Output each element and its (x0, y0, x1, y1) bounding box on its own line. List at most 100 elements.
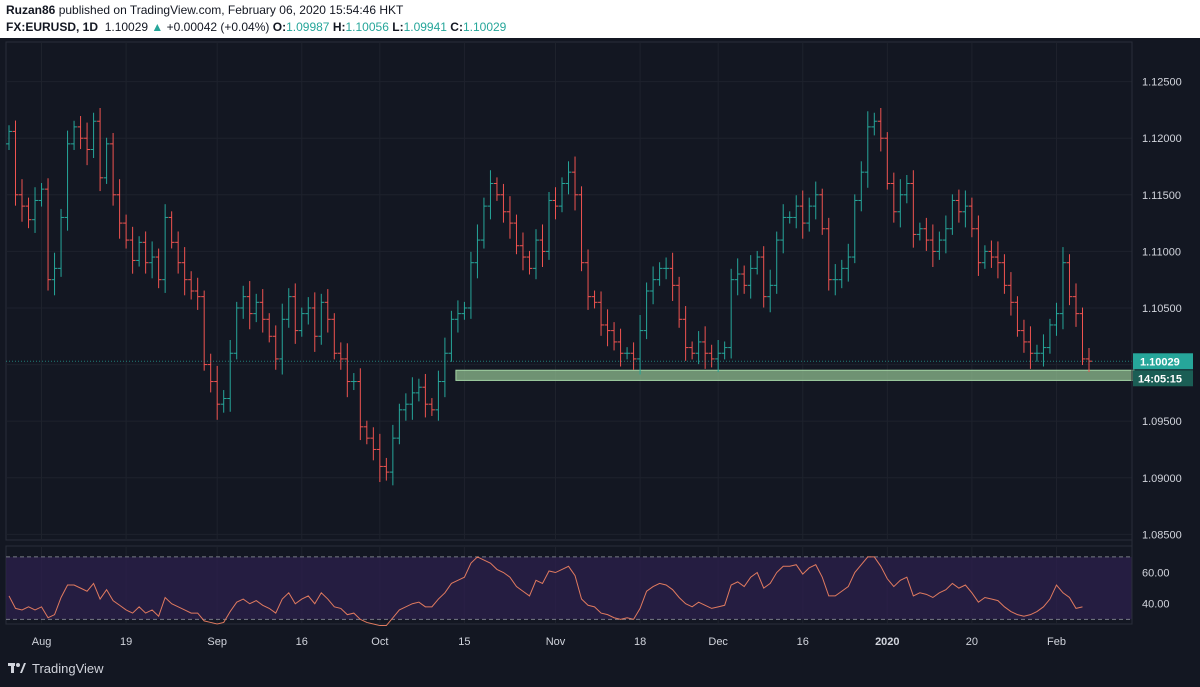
ohlc-bar[interactable] (103, 137, 110, 184)
ohlc-bar[interactable] (851, 194, 858, 264)
ohlc-bar[interactable] (188, 271, 195, 300)
ohlc-bar[interactable] (793, 195, 800, 229)
ohlc-bar[interactable] (454, 300, 461, 333)
ohlc-bar[interactable] (663, 257, 670, 280)
ohlc-bar[interactable] (1027, 326, 1034, 369)
ohlc-bar[interactable] (637, 314, 644, 375)
ohlc-bar[interactable] (838, 259, 845, 289)
tradingview-logo[interactable]: TradingView (8, 660, 104, 676)
ohlc-bar[interactable] (422, 373, 429, 418)
ohlc-bar[interactable] (64, 130, 71, 231)
ohlc-bar[interactable] (1033, 344, 1040, 362)
ohlc-bar[interactable] (207, 353, 214, 393)
ohlc-bar[interactable] (376, 433, 383, 483)
ohlc-bar[interactable] (981, 245, 988, 269)
ohlc-bar[interactable] (812, 181, 819, 220)
ohlc-bar[interactable] (968, 197, 975, 238)
ohlc-bar[interactable] (611, 322, 618, 351)
ohlc-bar[interactable] (1079, 307, 1086, 366)
ohlc-bar[interactable] (513, 214, 520, 255)
ohlc-bar[interactable] (624, 347, 631, 360)
ohlc-bar[interactable] (747, 255, 754, 299)
ohlc-bar[interactable] (559, 177, 566, 213)
ohlc-bar[interactable] (181, 247, 188, 296)
ohlc-bar[interactable] (396, 403, 403, 445)
ohlc-bar[interactable] (1059, 247, 1066, 330)
ohlc-bar[interactable] (1046, 318, 1053, 354)
ohlc-bar[interactable] (1014, 296, 1021, 337)
ohlc-bar[interactable] (435, 370, 442, 421)
author-name[interactable]: Ruzan86 (6, 3, 56, 17)
ohlc-bar[interactable] (331, 313, 338, 360)
ohlc-bar[interactable] (363, 420, 370, 445)
ohlc-bar[interactable] (519, 232, 526, 271)
ohlc-bar[interactable] (402, 393, 409, 421)
ohlc-bar[interactable] (506, 196, 513, 239)
ohlc-bar[interactable] (890, 172, 897, 223)
ohlc-bar[interactable] (721, 341, 728, 360)
ohlc-bar[interactable] (689, 341, 696, 360)
ohlc-bar[interactable] (389, 424, 396, 486)
ohlc-bar[interactable] (936, 231, 943, 260)
ohlc-bar[interactable] (767, 269, 774, 313)
ohlc-bar[interactable] (994, 241, 1001, 279)
ohlc-bar[interactable] (858, 161, 865, 212)
ohlc-bar[interactable] (45, 178, 52, 291)
ohlc-bar[interactable] (728, 268, 735, 359)
ohlc-bar[interactable] (77, 116, 84, 150)
ohlc-bar[interactable] (604, 309, 611, 347)
ohlc-bar[interactable] (350, 373, 357, 391)
ohlc-bar[interactable] (1001, 254, 1008, 294)
ohlc-bar[interactable] (38, 183, 45, 207)
ohlc-bar[interactable] (337, 342, 344, 370)
ohlc-bar[interactable] (25, 197, 32, 229)
ohlc-bar[interactable] (754, 250, 761, 275)
ohlc-bar[interactable] (676, 276, 683, 328)
ohlc-bar[interactable] (962, 190, 969, 228)
ohlc-bar[interactable] (864, 111, 871, 188)
ohlc-bar[interactable] (292, 283, 299, 344)
ohlc-bar[interactable] (786, 211, 793, 224)
ohlc-bar[interactable] (532, 229, 539, 280)
ohlc-bar[interactable] (578, 186, 585, 272)
ohlc-bar[interactable] (285, 288, 292, 328)
ohlc-bar[interactable] (916, 222, 923, 241)
ohlc-bar[interactable] (162, 204, 169, 293)
ohlc-bar[interactable] (383, 457, 390, 481)
ohlc-bar[interactable] (370, 427, 377, 461)
ohlc-bar[interactable] (975, 215, 982, 276)
ohlc-bar[interactable] (97, 107, 104, 192)
ohlc-bar[interactable] (84, 122, 91, 166)
ohlc-bar[interactable] (357, 368, 364, 441)
ohlc-bar[interactable] (695, 331, 702, 365)
ohlc-bar[interactable] (650, 266, 657, 305)
ohlc-bar[interactable] (259, 289, 266, 333)
ohlc-bar[interactable] (253, 293, 260, 323)
ohlc-bar[interactable] (474, 224, 481, 279)
ohlc-bar[interactable] (90, 112, 97, 159)
ohlc-bar[interactable] (71, 120, 78, 150)
ohlc-bar[interactable] (539, 224, 546, 268)
ohlc-bar[interactable] (1007, 272, 1014, 316)
ohlc-bar[interactable] (448, 310, 455, 362)
ohlc-bar[interactable] (877, 107, 884, 152)
ohlc-bar[interactable] (897, 179, 904, 228)
ohlc-bar[interactable] (324, 289, 331, 333)
ohlc-bar[interactable] (988, 240, 995, 268)
ohlc-bar[interactable] (240, 285, 247, 319)
ohlc-bar[interactable] (949, 194, 956, 235)
ohlc-bar[interactable] (214, 365, 221, 420)
ohlc-bar[interactable] (1040, 334, 1047, 367)
ohlc-bar[interactable] (572, 156, 579, 211)
ohlc-bar[interactable] (58, 208, 65, 277)
ohlc-bar[interactable] (246, 281, 253, 330)
ohlc-bar[interactable] (344, 343, 351, 398)
ohlc-bar[interactable] (441, 337, 448, 398)
ohlc-bar[interactable] (715, 340, 722, 373)
ohlc-bar[interactable] (617, 328, 624, 367)
ohlc-bar[interactable] (565, 161, 572, 195)
ohlc-bar[interactable] (773, 231, 780, 294)
ohlc-bar[interactable] (461, 301, 468, 320)
ohlc-bar[interactable] (819, 188, 826, 235)
ohlc-bar[interactable] (311, 292, 318, 352)
